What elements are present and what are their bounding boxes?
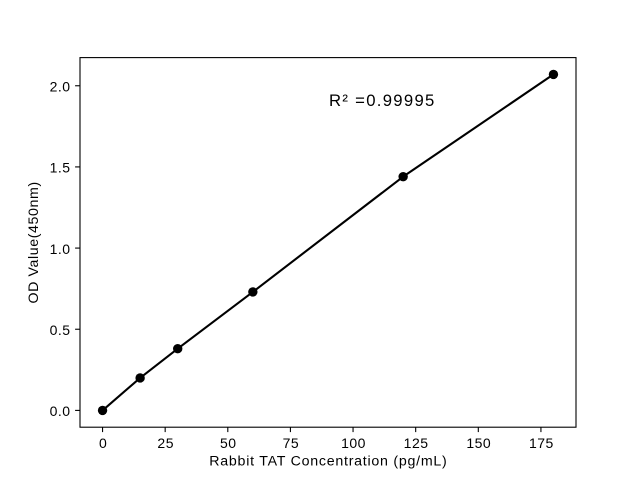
svg-text:100: 100 [341,435,366,451]
svg-text:0: 0 [99,435,107,451]
svg-text:1.0: 1.0 [50,241,71,257]
svg-text:125: 125 [404,435,429,451]
svg-text:0.5: 0.5 [50,322,71,338]
svg-text:175: 175 [529,435,554,451]
svg-text:25: 25 [157,435,174,451]
svg-text:75: 75 [283,435,300,451]
svg-text:150: 150 [466,435,491,451]
svg-text:0.0: 0.0 [50,403,71,419]
svg-text:OD Value(450nm): OD Value(450nm) [26,181,42,303]
svg-text:R² =0.99995: R² =0.99995 [329,91,436,110]
svg-text:1.5: 1.5 [50,160,71,176]
svg-text:50: 50 [220,435,237,451]
svg-text:2.0: 2.0 [50,79,71,95]
svg-text:Rabbit TAT Concentration (pg/m: Rabbit TAT Concentration (pg/mL) [209,453,447,469]
